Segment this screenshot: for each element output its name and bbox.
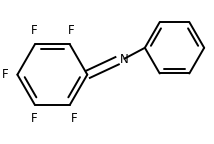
Text: F: F — [2, 68, 9, 81]
Text: F: F — [31, 24, 37, 37]
Text: F: F — [68, 24, 74, 37]
Text: N: N — [120, 53, 129, 66]
Text: F: F — [31, 112, 37, 125]
Text: F: F — [71, 112, 77, 125]
